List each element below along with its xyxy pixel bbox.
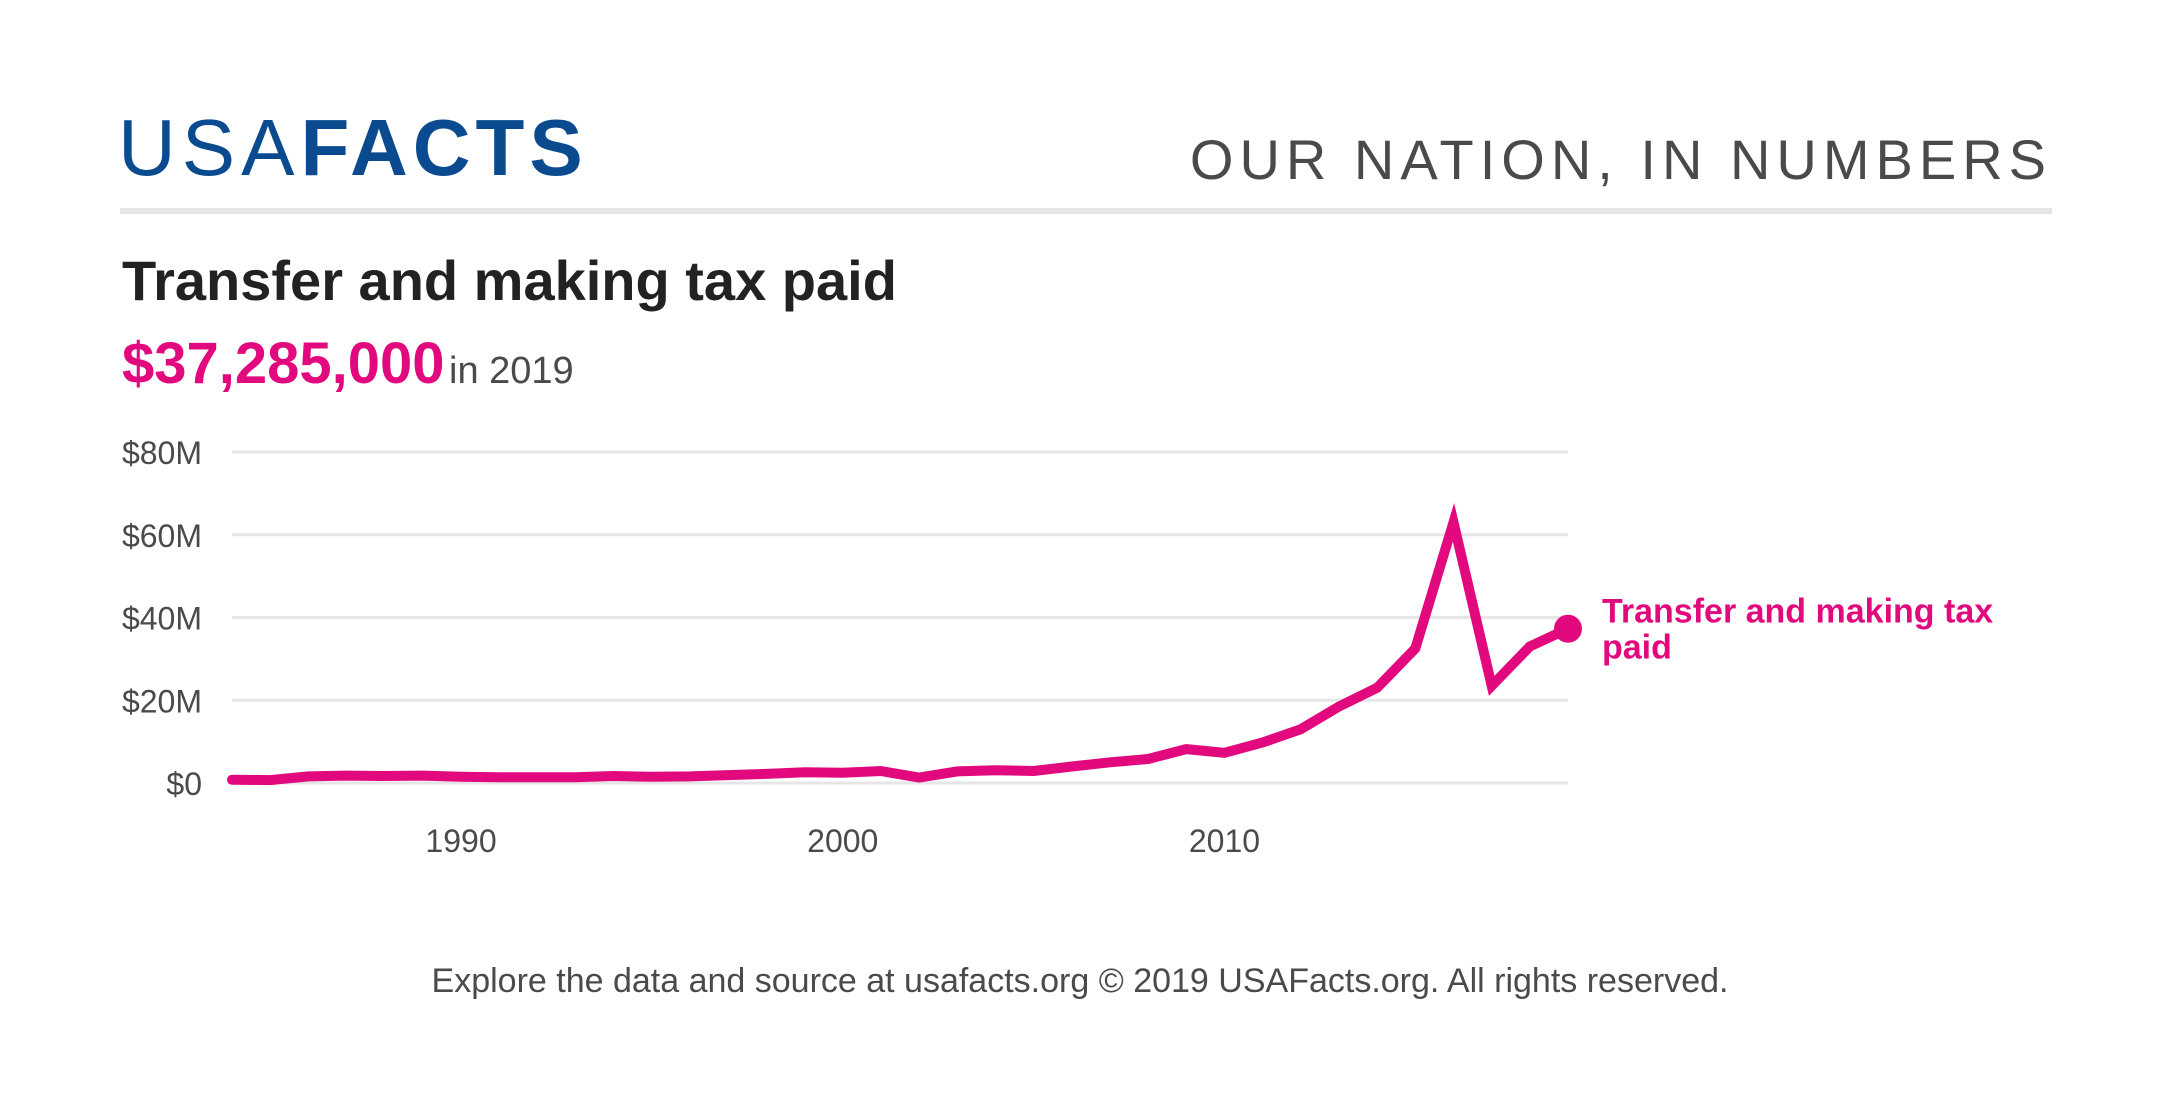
series-label: Transfer and making tax [1602,593,1993,631]
y-tick-label: $40M [122,601,202,637]
header-divider [120,208,2052,214]
line-chart: $0 $20M $40M $60M $80M 1990 2000 2010 Transfer a… [122,435,1993,859]
series-label: paid [1602,629,1672,667]
y-tick-label: $0 [166,766,202,802]
y-tick-label: $60M [122,518,202,554]
chart-title: Transfer and making tax paid [122,249,897,312]
headline-stat: $37,285,000 in 2019 [122,332,574,396]
logo-bold-text: FACTS [300,103,588,192]
x-tick-label: 2000 [807,823,878,859]
usafacts-logo[interactable]: USAFACTS [118,108,588,188]
x-tick-label: 1990 [425,823,496,859]
footer-credit: Explore the data and source at usafacts.… [431,962,1729,1000]
series-endpoint [1554,614,1582,643]
headline-suffix: in 2019 [449,350,574,392]
y-tick-label: $80M [122,435,202,471]
y-tick-label: $20M [122,683,202,719]
logo-light-text: USA [118,103,301,192]
tagline: OUR NATION, IN NUMBERS [1189,128,2052,191]
series-line [227,502,1573,786]
headline-value: $37,285,000 [122,331,445,396]
x-tick-label: 2010 [1189,823,1260,859]
